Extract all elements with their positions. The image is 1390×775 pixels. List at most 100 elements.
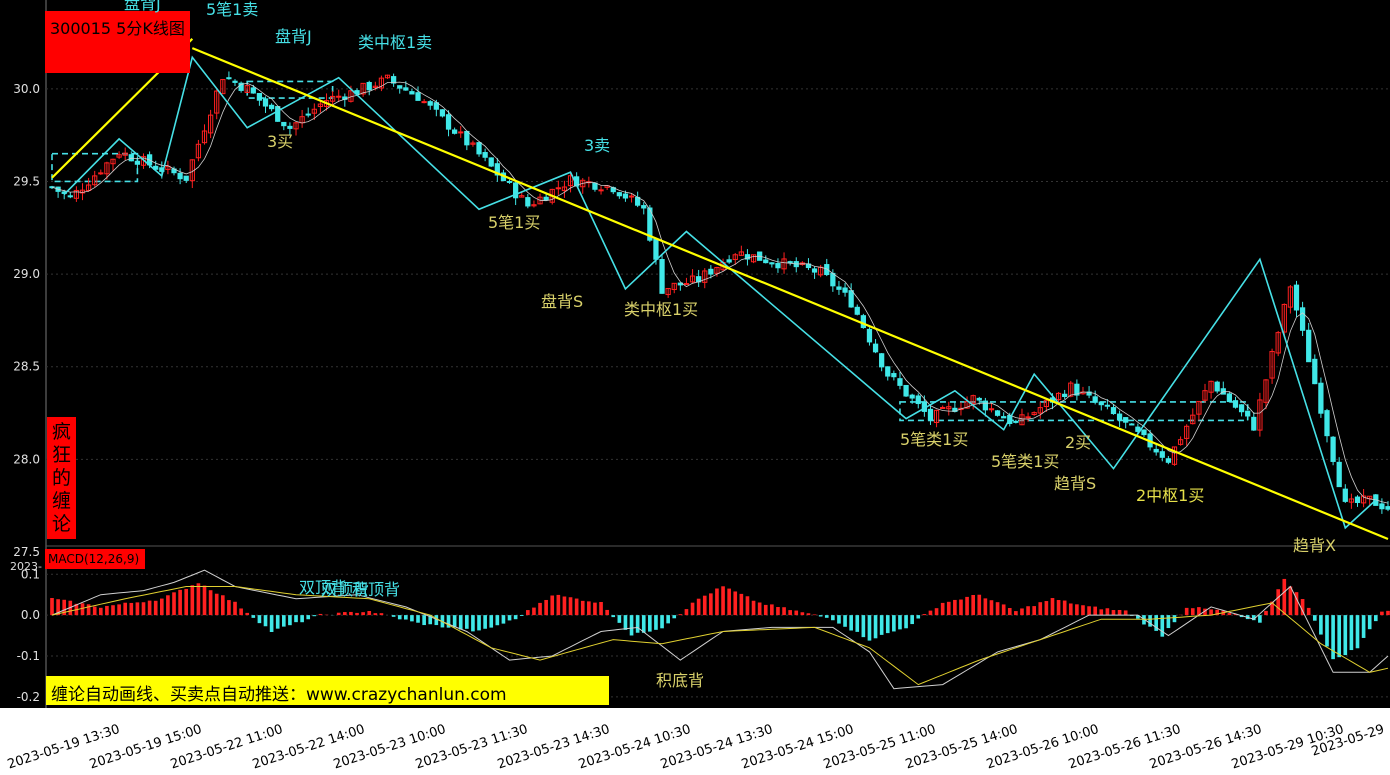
candle-body <box>378 77 385 89</box>
candle-body <box>1202 390 1208 401</box>
candle-body <box>1129 423 1135 426</box>
time-axis: 2023-05-19 13:30 2023-05-19 15:00 2023-05-… <box>0 708 1390 775</box>
candle-body <box>305 113 311 116</box>
candle-body <box>1165 458 1172 463</box>
candle-body <box>1135 426 1141 432</box>
candle-body <box>1238 404 1245 413</box>
candle-body <box>598 189 604 192</box>
candle-body <box>958 407 964 411</box>
candle-body <box>1123 417 1129 423</box>
candle-body <box>1043 399 1049 408</box>
candle-body <box>201 130 208 144</box>
candle-body <box>1153 448 1159 453</box>
candle-body <box>122 152 128 156</box>
candle-body <box>1190 414 1196 425</box>
candle-body <box>458 131 464 134</box>
candle-body <box>903 384 909 397</box>
candle-body <box>671 282 677 291</box>
candle-body <box>830 272 836 287</box>
candle-body <box>1251 416 1257 431</box>
candle-body <box>848 290 854 308</box>
candle-body <box>525 197 531 207</box>
macd-title-box: MACD(12,26,9) <box>45 549 145 569</box>
candle-body <box>1098 401 1104 406</box>
candle-body <box>293 122 299 130</box>
dif-line <box>51 569 1389 690</box>
annotation-label: 5笔类1买 <box>900 430 969 449</box>
candle-body <box>1336 461 1342 488</box>
price-tick-label: 28.5 <box>13 360 40 374</box>
candle-body <box>940 406 946 409</box>
candle-body <box>994 410 1001 416</box>
candle-body <box>134 160 141 165</box>
candle-body <box>317 103 324 108</box>
candle-body <box>744 254 751 260</box>
chart-title-box: 300015 5分K线图 <box>45 11 190 73</box>
candle-body <box>1342 488 1348 502</box>
annotation-label: 盘背J <box>124 0 161 13</box>
candle-body <box>732 254 738 261</box>
candle-body <box>982 400 988 411</box>
candle-body <box>1257 399 1263 431</box>
candle-body <box>891 373 897 378</box>
annotation-label: 积顶背 <box>352 580 401 599</box>
candle-body <box>683 283 690 286</box>
candle-body <box>854 306 860 315</box>
candle-body <box>659 259 665 294</box>
candle-body <box>811 268 818 273</box>
annotation-label: 趋背S <box>1054 474 1097 493</box>
candle-body <box>1001 416 1007 419</box>
macd-tick-label: -0.2 <box>17 690 40 704</box>
candle-body <box>1232 400 1239 408</box>
candle-body <box>73 189 80 199</box>
annotation-label: 2中枢1买 <box>1136 486 1205 505</box>
candle-body <box>268 104 275 110</box>
promo-banner: 缠论自动画线、买卖点自动推送：www.crazychanlun.com <box>46 676 609 705</box>
candle-body <box>403 87 409 91</box>
candle-body <box>726 259 732 263</box>
candle-body <box>214 90 220 114</box>
candle-body <box>98 172 104 175</box>
annotation-label: 盘背J <box>275 27 312 46</box>
candle-body <box>775 263 781 269</box>
annotation-label: 3卖 <box>584 136 611 155</box>
candle-body <box>1287 286 1294 308</box>
candle-body <box>860 315 866 329</box>
candle-body <box>1226 393 1233 403</box>
candle-body <box>842 287 848 293</box>
candle-body <box>494 163 500 176</box>
candle-body <box>909 394 915 399</box>
candle-body <box>708 268 714 275</box>
candle-body <box>372 85 378 88</box>
candle-body <box>92 175 98 186</box>
candle-body <box>567 175 574 187</box>
candle-body <box>67 195 73 198</box>
candle-body <box>988 408 995 411</box>
candle-body <box>513 182 519 199</box>
brand-box: 疯狂的缠论 <box>47 417 76 539</box>
candle-body <box>580 179 586 188</box>
candle-body <box>1318 382 1324 414</box>
candle-body <box>397 85 403 89</box>
candle-body <box>452 129 458 134</box>
cut-off-date-label: 2023- <box>10 560 42 573</box>
candle-body <box>433 102 439 110</box>
candle-body <box>1110 407 1117 415</box>
candle-body <box>226 77 232 80</box>
candle-body <box>195 143 202 159</box>
candle-body <box>689 275 696 283</box>
candle-body <box>1141 429 1147 436</box>
candle-body <box>970 395 976 404</box>
candle-body <box>110 158 116 165</box>
candle-body <box>384 74 391 79</box>
price-tick-label: 27.5 <box>13 545 40 559</box>
candle-body <box>781 258 787 270</box>
annotation-label: 2买 <box>1065 433 1092 452</box>
annotation-label: 5笔1卖 <box>206 0 259 19</box>
candle-body <box>824 264 830 276</box>
moving-average-line <box>51 81 1389 504</box>
candle-body <box>1116 413 1123 421</box>
candle-body <box>1184 425 1190 439</box>
macd-title: MACD(12,26,9) <box>48 552 140 566</box>
